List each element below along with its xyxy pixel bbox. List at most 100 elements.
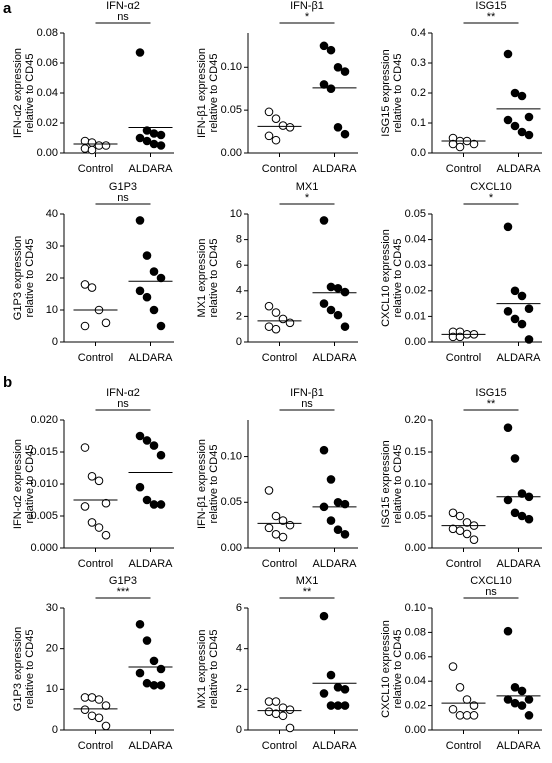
data-point (271, 529, 281, 539)
y-tick-label: 0.05 (221, 496, 242, 508)
significance-label: * (305, 192, 310, 204)
significance-label: ns (485, 586, 497, 598)
y-axis-label: relative to CD45 (24, 630, 36, 709)
data-point (264, 107, 274, 117)
y-axis-label: MX1 expression (196, 239, 208, 318)
y-tick-label: 20 (46, 272, 58, 284)
data-point (503, 423, 513, 432)
y-tick-label: 0.000 (30, 542, 58, 554)
data-point (517, 489, 527, 498)
data-point (326, 516, 336, 525)
y-axis-label: IFN-α2 expression (12, 48, 24, 138)
y-tick-label: 0 (236, 336, 242, 348)
x-tick-label: ALDARA (312, 163, 357, 175)
data-point (469, 139, 479, 149)
y-tick-label: 0.10 (221, 61, 242, 73)
chart-title: IFN-β1 (290, 0, 324, 12)
data-point (142, 136, 152, 146)
data-point (94, 523, 104, 532)
data-point (517, 511, 527, 521)
y-tick-label: 0 (52, 724, 58, 736)
y-tick-label: 40 (46, 208, 58, 220)
significance-label: ** (487, 398, 496, 410)
data-point (87, 138, 97, 147)
significance-label: *** (117, 586, 131, 598)
y-tick-label: 10 (46, 683, 58, 695)
data-point (340, 129, 350, 139)
data-point (135, 286, 145, 296)
data-point (264, 301, 274, 311)
x-tick-label: ALDARA (496, 352, 541, 364)
y-tick-label: 0.20 (405, 414, 426, 426)
chart-title: IFN-β1 (290, 387, 324, 399)
data-point (524, 335, 534, 344)
data-point (503, 495, 513, 505)
chart-title: ISG15 (475, 387, 506, 399)
y-axis-label: relative to CD45 (392, 630, 404, 709)
data-point (319, 216, 329, 225)
data-point (333, 683, 343, 692)
data-point (149, 441, 159, 450)
data-point (271, 324, 281, 334)
data-point (517, 91, 527, 101)
data-point (285, 723, 295, 733)
data-point (503, 222, 513, 232)
data-point (271, 511, 281, 521)
data-point (326, 670, 336, 680)
y-axis-label: G1P3 expression (12, 236, 24, 320)
data-point (101, 530, 111, 540)
y-tick-label: 20 (46, 643, 58, 655)
x-tick-label: ALDARA (496, 558, 541, 570)
data-point (517, 319, 527, 329)
y-axis-label: relative to CD45 (392, 239, 404, 318)
data-point (142, 251, 152, 260)
y-tick-label: 0.00 (221, 147, 242, 159)
y-axis-label: ISG15 expression (380, 440, 392, 527)
data-point (319, 689, 329, 698)
x-tick-label: Control (446, 163, 481, 175)
significance-label: * (489, 192, 494, 204)
data-point (503, 695, 513, 704)
data-point (326, 84, 336, 94)
data-point (135, 431, 145, 441)
y-axis-label: relative to CD45 (24, 54, 36, 133)
data-point (517, 701, 527, 710)
data-point (462, 711, 472, 720)
y-tick-label: 0.3 (411, 57, 426, 69)
data-point (135, 668, 145, 678)
chart-title: G1P3 (109, 181, 137, 193)
significance-label: ns (301, 398, 313, 410)
data-point (448, 704, 458, 714)
y-tick-label: 0.00 (37, 147, 58, 159)
y-tick-label: 0.10 (405, 478, 426, 490)
chart-title: MX1 (296, 575, 319, 587)
data-point (319, 80, 329, 89)
x-tick-label: Control (262, 558, 297, 570)
y-axis-label: CXCL10 expression (380, 620, 392, 718)
y-axis-label: relative to CD45 (24, 445, 36, 524)
significance-label: ** (487, 11, 496, 23)
data-point (87, 145, 97, 155)
y-tick-label: 2 (236, 683, 242, 695)
data-point (469, 711, 479, 720)
x-tick-label: Control (78, 163, 113, 175)
data-point (326, 701, 336, 710)
data-point (510, 314, 520, 324)
data-point (326, 45, 336, 55)
data-point (142, 495, 152, 505)
data-point (333, 310, 343, 320)
significance-label: * (305, 11, 310, 23)
data-point (333, 525, 343, 535)
data-point (101, 498, 111, 508)
x-tick-label: Control (262, 352, 297, 364)
data-point (326, 282, 336, 292)
data-point (455, 683, 465, 692)
data-point (510, 121, 520, 131)
x-tick-label: Control (446, 558, 481, 570)
data-point (326, 475, 336, 484)
y-tick-label: 6 (236, 259, 242, 271)
x-tick-label: ALDARA (128, 352, 173, 364)
y-tick-label: 4 (236, 643, 242, 655)
data-point (135, 216, 145, 225)
y-tick-label: 0.06 (405, 651, 426, 663)
